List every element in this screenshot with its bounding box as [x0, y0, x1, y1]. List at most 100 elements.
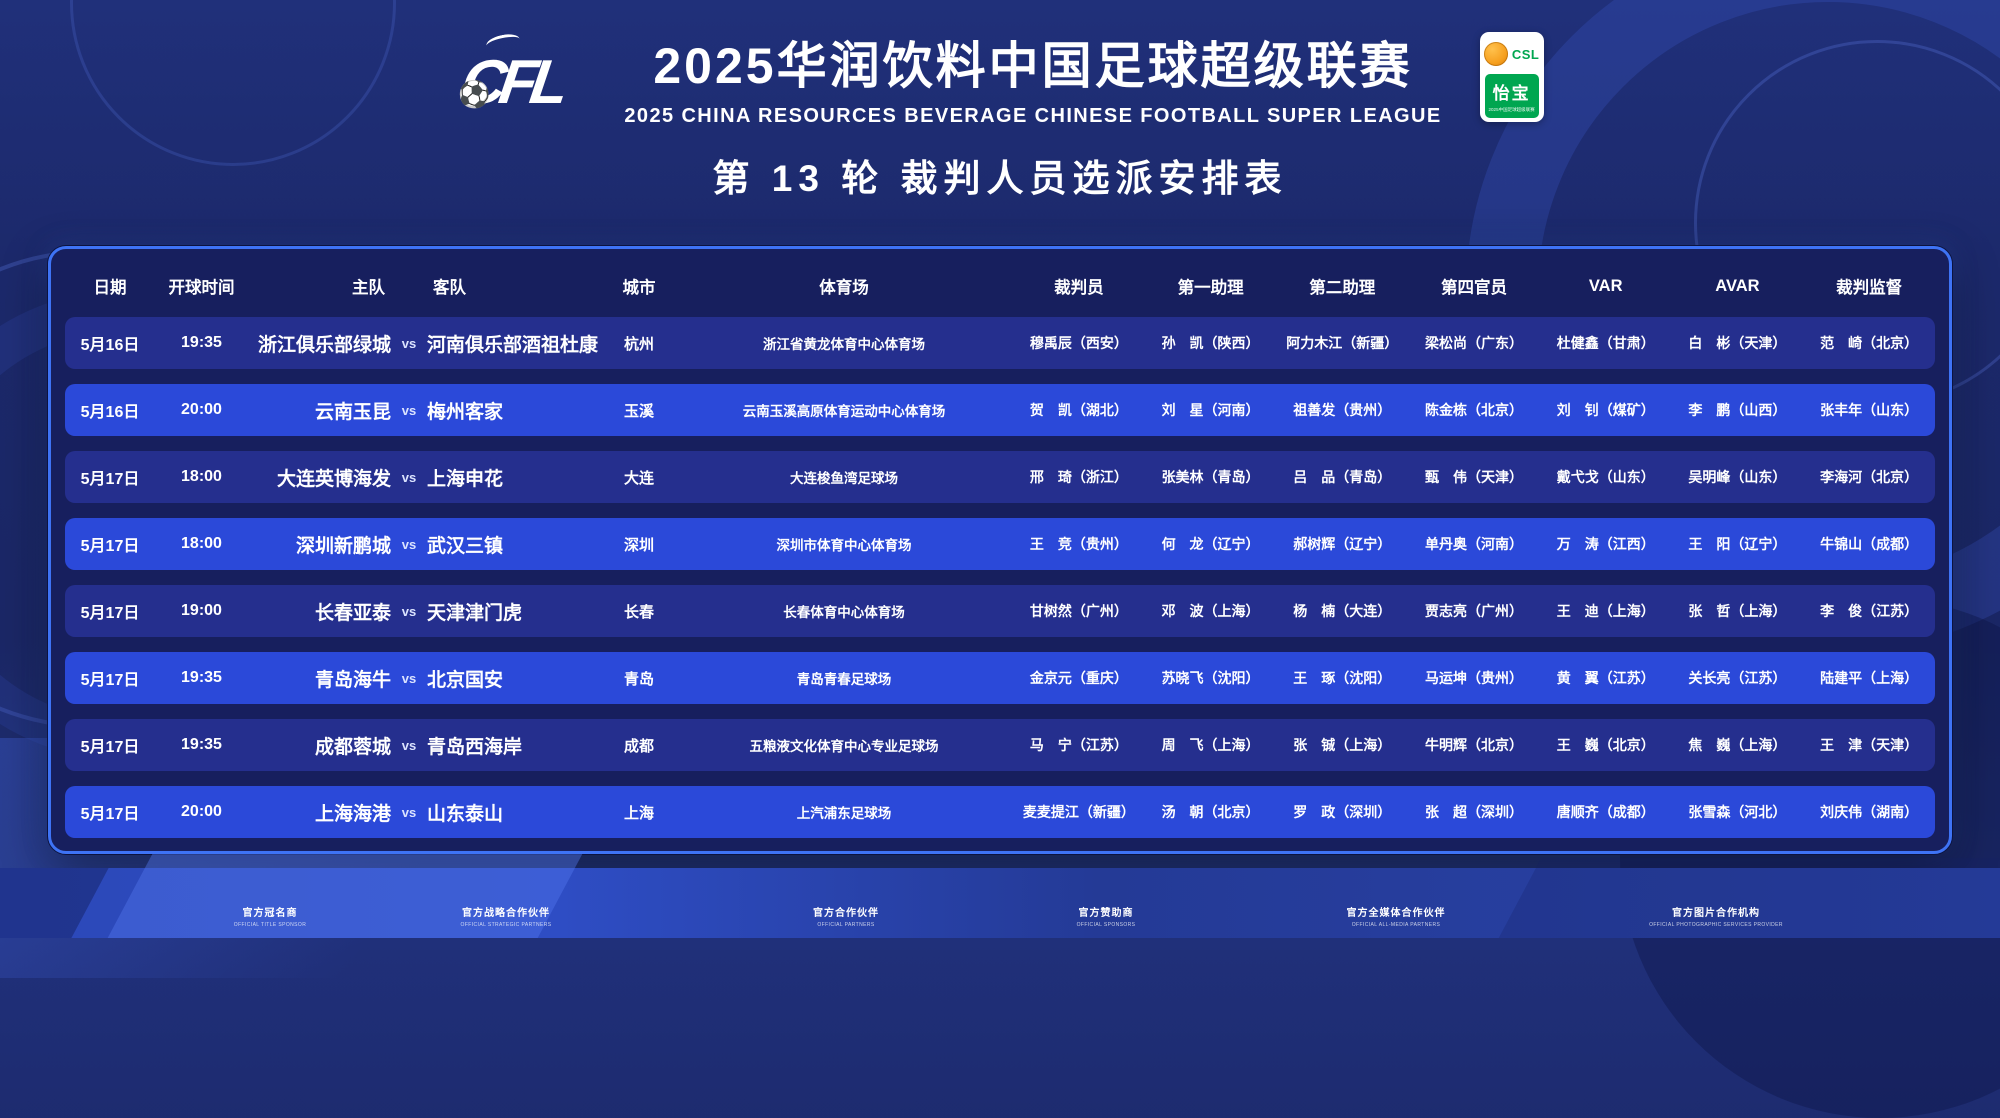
- referee: 甘树然（广州）: [1029, 603, 1128, 619]
- match-date: 5月16日: [80, 404, 140, 421]
- avar-official: 张 哲（上海）: [1688, 603, 1787, 619]
- sponsor-category-all-media-partners: 官方全媒体合作伙伴 OFFICIAL ALL-MEDIA PARTNERS: [1347, 904, 1446, 928]
- column-header-kickoff-time: 开球时间: [168, 279, 235, 297]
- stadium: 上汽浦东足球场: [796, 806, 892, 821]
- stadium: 深圳市体育中心体育场: [776, 538, 912, 553]
- city: 青岛: [623, 670, 654, 688]
- vs-label: vs: [401, 737, 417, 753]
- league-titles: 2025华润饮料中国足球超级联赛 2025 CHINA RESOURCES BE…: [624, 26, 1441, 128]
- home-team: 云南玉昆: [314, 401, 391, 423]
- fourth-official: 单丹奥（河南）: [1424, 536, 1523, 552]
- referee-supervisor: 范 崎（北京）: [1820, 335, 1919, 351]
- referee-supervisor: 李海河（北京）: [1820, 469, 1919, 485]
- sponsor-category-label-cn: 官方图片合作机构: [1672, 908, 1760, 919]
- sponsor-category-photographic-provider: 官方图片合作机构 OFFICIAL PHOTOGRAPHIC SERVICES …: [1649, 904, 1783, 928]
- var-official: 戴弋戈（山东）: [1556, 469, 1655, 485]
- referee: 贺 凯（湖北）: [1029, 402, 1128, 418]
- column-header-city: 城市: [622, 279, 656, 297]
- sponsor-category-strategic-partners: 官方战略合作伙伴 OFFICIAL STRATEGIC PARTNERS: [461, 904, 552, 928]
- city: 杭州: [623, 335, 654, 353]
- vs-label: vs: [401, 469, 417, 485]
- fourth-official: 甄 伟（天津）: [1424, 469, 1523, 485]
- match-date: 5月17日: [80, 471, 140, 488]
- vs-label: vs: [401, 670, 417, 686]
- fourth-official: 贾志亮（广州）: [1424, 603, 1523, 619]
- home-team: 浙江俱乐部绿城: [257, 334, 391, 356]
- sponsor-category-label-cn: 官方赞助商: [1078, 908, 1134, 919]
- var-official: 唐顺齐（成都）: [1556, 804, 1655, 820]
- assistant-referee-2: 吕 品（青岛）: [1293, 469, 1392, 485]
- vs-label: vs: [401, 804, 417, 820]
- cfl-logo: CFL ⚽: [456, 29, 586, 125]
- referee: 麦麦提江（新疆）: [1022, 804, 1135, 820]
- referee: 马 宁（江苏）: [1029, 737, 1128, 753]
- match-date: 5月16日: [80, 337, 140, 354]
- assistant-referee-2: 张 铖（上海）: [1293, 737, 1392, 753]
- stadium: 云南玉溪高原体育运动中心体育场: [742, 404, 946, 419]
- column-header-assistant-2: 第二助理: [1309, 279, 1376, 297]
- table-row: 5月17日 18:00 大连英博海发 vs 上海申花 大连 大连梭鱼湾足球场 邢 琦（浙江） 张…: [65, 451, 1935, 503]
- sponsor-category-partners: 官方合作伙伴 OFFICIAL PARTNERS: [813, 904, 879, 928]
- csl-ball-icon: [1483, 42, 1508, 66]
- match-date: 5月17日: [80, 538, 140, 555]
- vs-label: vs: [401, 335, 417, 351]
- referee: 穆禹辰（西安）: [1029, 335, 1128, 351]
- column-header-referee-supervisor: 裁判监督: [1836, 279, 1903, 297]
- avar-official: 王 阳（辽宁）: [1688, 536, 1787, 552]
- table-row: 5月17日 20:00 上海海港 vs 山东泰山 上海 上汽浦东足球场 麦麦提江（新疆） 汤 朝…: [65, 786, 1935, 838]
- assistant-referee-2: 罗 政（深圳）: [1293, 804, 1392, 820]
- league-header: CFL ⚽ 2025华润饮料中国足球超级联赛 2025 CHINA RESOUR…: [0, 26, 2000, 128]
- referee-supervisor: 张丰年（山东）: [1820, 402, 1919, 418]
- match-date: 5月17日: [80, 605, 140, 622]
- referee-supervisor: 王 津（天津）: [1820, 737, 1919, 753]
- column-header-fourth-official: 第四官员: [1440, 279, 1507, 297]
- kickoff-time: 19:00: [181, 602, 222, 619]
- column-header-referee: 裁判员: [1054, 279, 1104, 297]
- footer-decoration: [0, 868, 109, 938]
- avar-official: 焦 巍（上海）: [1688, 737, 1787, 753]
- soccer-ball-icon: ⚽: [458, 79, 491, 109]
- referee-supervisor: 牛锦山（成都）: [1820, 536, 1919, 552]
- stadium: 五粮液文化体育中心专业足球场: [749, 739, 939, 754]
- match-date: 5月17日: [80, 806, 140, 823]
- kickoff-time: 20:00: [181, 803, 222, 820]
- csl-label: CSL: [1511, 46, 1540, 62]
- column-header-assistant-1: 第一助理: [1177, 279, 1244, 297]
- sponsor-category-label-en: OFFICIAL PHOTOGRAPHIC SERVICES PROVIDER: [1649, 922, 1783, 928]
- column-header-date: 日期: [93, 279, 127, 297]
- fourth-official: 牛明辉（北京）: [1424, 737, 1523, 753]
- home-team: 深圳新鹏城: [295, 535, 391, 557]
- sponsor-category-title-sponsor: 官方冠名商 OFFICIAL TITLE SPONSOR: [234, 904, 306, 928]
- kickoff-time: 20:00: [181, 401, 222, 418]
- away-team: 武汉三镇: [427, 535, 504, 557]
- var-official: 刘 钊（煤矿）: [1556, 402, 1655, 418]
- sponsor-category-label-en: OFFICIAL SPONSORS: [1076, 922, 1136, 928]
- table-row: 5月16日 19:35 浙江俱乐部绿城 vs 河南俱乐部酒祖杜康 杭州 浙江省黄龙体育中心体…: [65, 317, 1935, 369]
- fourth-official: 陈金栋（北京）: [1424, 402, 1523, 418]
- stadium: 浙江省黄龙体育中心体育场: [763, 337, 925, 352]
- home-team: 上海海港: [314, 803, 391, 825]
- city: 深圳: [623, 536, 654, 554]
- assistant-referee-1: 苏晓飞（沈阳）: [1161, 670, 1260, 686]
- avar-official: 吴明峰（山东）: [1688, 469, 1787, 485]
- assistant-referee-2: 杨 楠（大连）: [1293, 603, 1392, 619]
- column-header-away-team: 客队: [433, 279, 466, 297]
- away-team: 河南俱乐部酒祖杜康: [427, 334, 599, 356]
- assistant-referee-1: 张美林（青岛）: [1161, 469, 1260, 485]
- away-team: 天津津门虎: [427, 602, 523, 624]
- var-official: 黄 翼（江苏）: [1556, 670, 1655, 686]
- table-row: 5月17日 18:00 深圳新鹏城 vs 武汉三镇 深圳 深圳市体育中心体育场 王 竞（贵州）…: [65, 518, 1935, 570]
- match-date: 5月17日: [80, 672, 140, 689]
- var-official: 王 迪（上海）: [1556, 603, 1655, 619]
- vs-label: vs: [401, 402, 417, 418]
- yibao-brand-block: 怡宝 2025中国足球超级联赛: [1484, 74, 1539, 118]
- yibao-brand-label: 怡宝: [1492, 84, 1531, 103]
- away-team: 青岛西海岸: [427, 736, 523, 758]
- assistant-referee-1: 何 龙（辽宁）: [1161, 536, 1260, 552]
- assistant-referee-2: 王 琢（沈阳）: [1293, 670, 1392, 686]
- kickoff-time: 19:35: [181, 669, 222, 686]
- away-team: 山东泰山: [427, 803, 504, 825]
- column-header-stadium: 体育场: [819, 279, 869, 297]
- var-official: 杜健鑫（甘肃）: [1556, 335, 1655, 351]
- sponsor-category-sponsors: 官方赞助商 OFFICIAL SPONSORS: [1077, 904, 1136, 928]
